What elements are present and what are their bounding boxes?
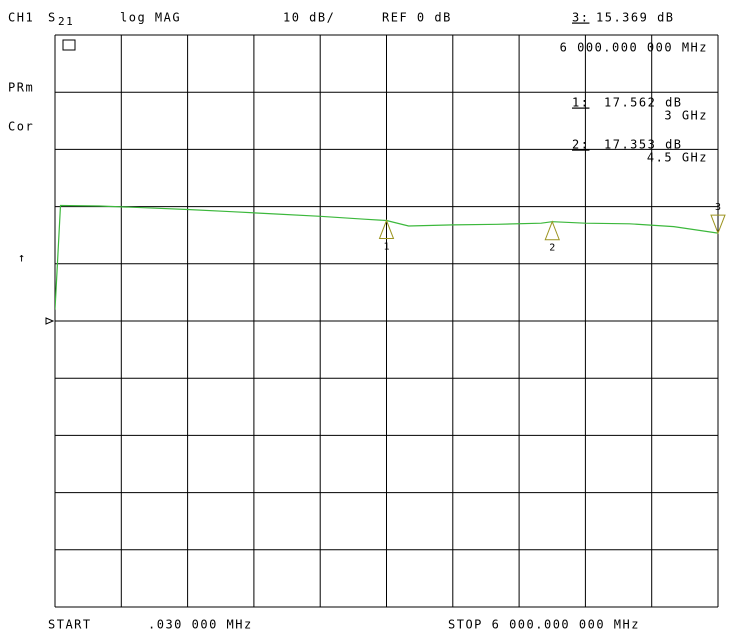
marker <box>710 214 726 235</box>
marker-frequency: 6 000.000 000 MHz <box>560 41 708 55</box>
marker-tag: 1: <box>572 96 589 110</box>
start-value: .030 000 MHz <box>148 618 253 632</box>
stop-label: STOP 6 000.000 000 MHz <box>448 618 640 632</box>
reference: REF 0 dB <box>382 11 452 25</box>
marker-readout: 17.353 dB <box>604 138 683 152</box>
channel: CH1 <box>8 11 34 25</box>
arrow: ↑ <box>18 251 27 265</box>
marker-readout: 15.369 dB <box>596 11 675 25</box>
marker-number: 1 <box>383 242 389 253</box>
marker-tag: 2: <box>572 138 589 152</box>
marker <box>378 219 395 240</box>
status: PRm <box>8 81 34 95</box>
format: log MAG <box>120 11 181 25</box>
status: Cor <box>8 120 34 134</box>
marker-readout: 17.562 dB <box>604 96 683 110</box>
marker-tag: 3: <box>572 11 589 25</box>
parameter-sub: 21 <box>58 15 74 28</box>
marker-frequency: 4.5 GHz <box>647 151 708 165</box>
icon <box>62 39 76 51</box>
reference-marker <box>45 317 55 325</box>
marker-frequency: 3 GHz <box>664 109 708 123</box>
scale: 10 dB/ <box>283 11 335 25</box>
marker-number: 2 <box>549 243 555 254</box>
marker-number: 3 <box>715 202 721 213</box>
marker <box>544 220 560 241</box>
start-label: START <box>48 618 92 632</box>
parameter: S <box>48 11 57 25</box>
